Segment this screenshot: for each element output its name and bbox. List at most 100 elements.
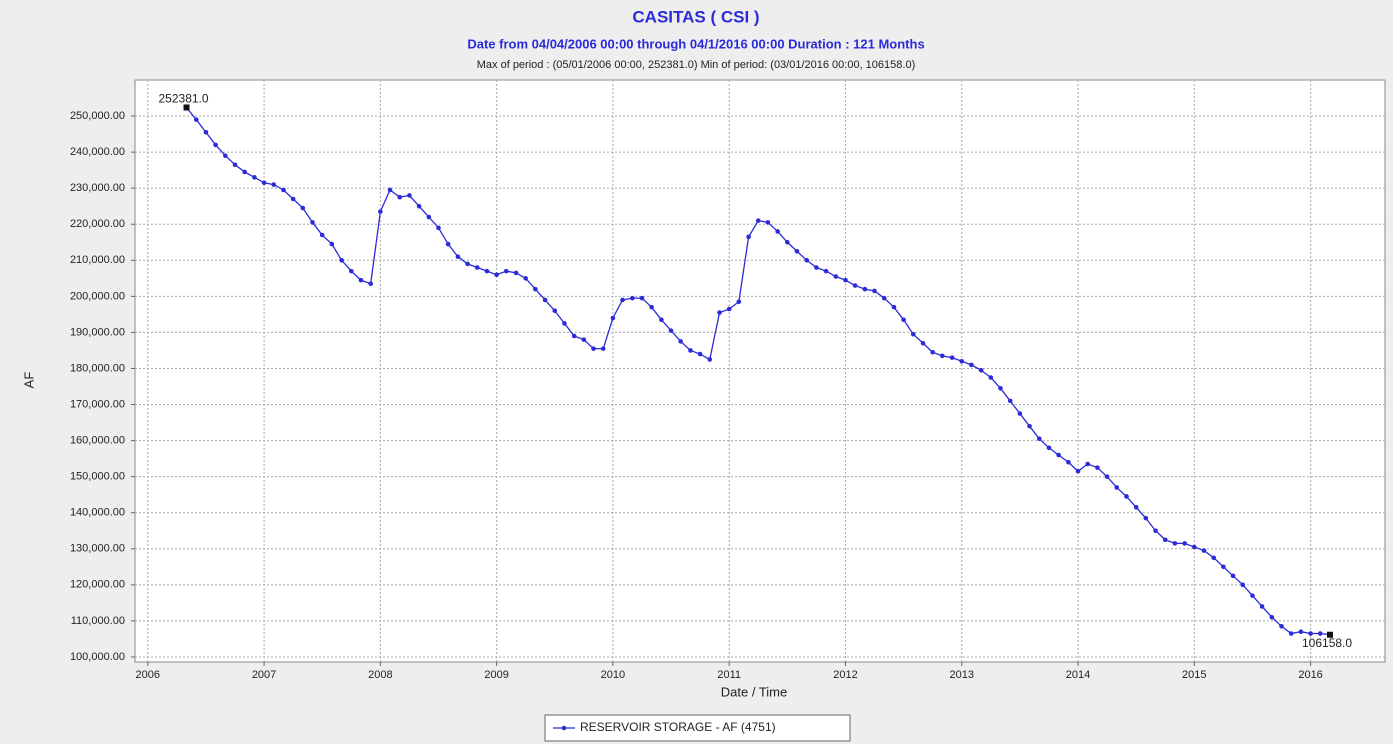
- data-point: [872, 288, 877, 294]
- data-point: [843, 277, 848, 283]
- data-point: [455, 254, 461, 259]
- data-point: [630, 295, 635, 301]
- x-tick-label: 2009: [484, 669, 508, 681]
- data-point: [1007, 398, 1013, 404]
- data-point: [746, 234, 751, 240]
- data-point: [484, 268, 490, 274]
- data-point: [1056, 452, 1061, 458]
- data-point: [1279, 624, 1284, 629]
- data-point: [494, 272, 499, 278]
- data-point: [785, 239, 790, 245]
- y-tick-label: 140,000.00: [70, 507, 125, 519]
- data-point: [416, 203, 422, 209]
- y-tick-label: 210,000.00: [70, 254, 125, 266]
- data-point: [533, 286, 538, 292]
- data-point: [1162, 537, 1168, 543]
- data-point: [852, 283, 858, 288]
- x-tick-label: 2016: [1298, 669, 1322, 681]
- data-point: [281, 187, 286, 193]
- y-tick-label: 180,000.00: [70, 362, 125, 374]
- data-point: [358, 277, 364, 283]
- y-tick-label: 240,000.00: [70, 146, 125, 158]
- data-point: [1221, 564, 1226, 570]
- y-tick-label: 160,000.00: [70, 435, 125, 447]
- data-point: [1211, 555, 1217, 561]
- data-point: [387, 187, 393, 193]
- data-point: [600, 346, 606, 351]
- y-tick-label: 230,000.00: [70, 182, 125, 194]
- x-tick-label: 2006: [136, 669, 160, 681]
- data-point: [1308, 631, 1313, 636]
- data-point: [1172, 541, 1178, 546]
- data-point: [949, 355, 955, 360]
- legend-label: RESERVOIR STORAGE - AF (4751): [580, 720, 776, 734]
- x-tick-label: 2013: [950, 669, 974, 681]
- data-point: [552, 308, 558, 314]
- data-point: [1104, 474, 1110, 479]
- chart-subtitle2: Max of period : (05/01/2006 00:00, 25238…: [477, 59, 915, 71]
- data-point: [397, 194, 403, 200]
- x-tick-label: 2012: [833, 669, 857, 681]
- data-point: [310, 220, 315, 225]
- data-point: [193, 117, 199, 122]
- annotation-marker: [183, 104, 190, 111]
- data-point: [804, 257, 810, 263]
- data-point: [1095, 465, 1100, 470]
- data-point: [688, 348, 693, 353]
- data-point: [436, 225, 441, 231]
- data-point: [1259, 604, 1265, 609]
- data-point: [881, 295, 887, 301]
- data-point: [1230, 573, 1236, 579]
- data-point: [1075, 468, 1081, 474]
- data-point: [726, 306, 732, 312]
- data-point: [891, 304, 897, 310]
- data-point: [1240, 582, 1246, 588]
- data-point: [969, 362, 974, 368]
- data-point: [1288, 631, 1294, 636]
- data-point: [707, 357, 713, 362]
- data-point: [1182, 541, 1187, 546]
- data-point: [978, 367, 984, 373]
- data-point: [213, 142, 218, 148]
- data-point: [862, 286, 868, 292]
- data-point: [717, 310, 722, 315]
- data-point: [223, 153, 228, 159]
- data-point: [562, 321, 567, 326]
- legend: [544, 714, 851, 742]
- data-point: [1298, 629, 1304, 635]
- data-point: [1153, 528, 1158, 534]
- data-point: [329, 241, 335, 247]
- data-point: [833, 274, 839, 279]
- data-point: [998, 386, 1003, 391]
- data-point: [261, 180, 267, 186]
- data-point: [1143, 515, 1149, 521]
- data-point: [581, 337, 587, 342]
- data-point: [571, 333, 577, 339]
- data-point: [620, 297, 625, 303]
- y-axis-label: AF: [21, 372, 36, 389]
- data-point: [523, 276, 528, 281]
- data-point: [1066, 459, 1071, 465]
- data-point: [407, 193, 412, 198]
- data-point: [736, 299, 742, 305]
- data-point: [348, 268, 354, 274]
- data-point: [1269, 614, 1275, 620]
- data-point: [1250, 593, 1255, 598]
- data-point: [1114, 485, 1120, 490]
- x-tick-label: 2014: [1066, 669, 1090, 681]
- data-point: [775, 229, 780, 234]
- data-point: [1046, 445, 1052, 451]
- data-point: [300, 205, 306, 211]
- data-point: [823, 268, 829, 274]
- data-point: [426, 214, 432, 220]
- data-point: [513, 270, 519, 276]
- data-point: [378, 209, 383, 214]
- data-point: [794, 248, 800, 254]
- plot-area: [134, 79, 1386, 663]
- data-point: [591, 346, 596, 351]
- data-point: [503, 268, 509, 274]
- annotation-marker: [1327, 631, 1333, 638]
- data-point: [474, 265, 480, 270]
- data-point: [668, 328, 674, 333]
- y-tick-label: 200,000.00: [70, 290, 125, 302]
